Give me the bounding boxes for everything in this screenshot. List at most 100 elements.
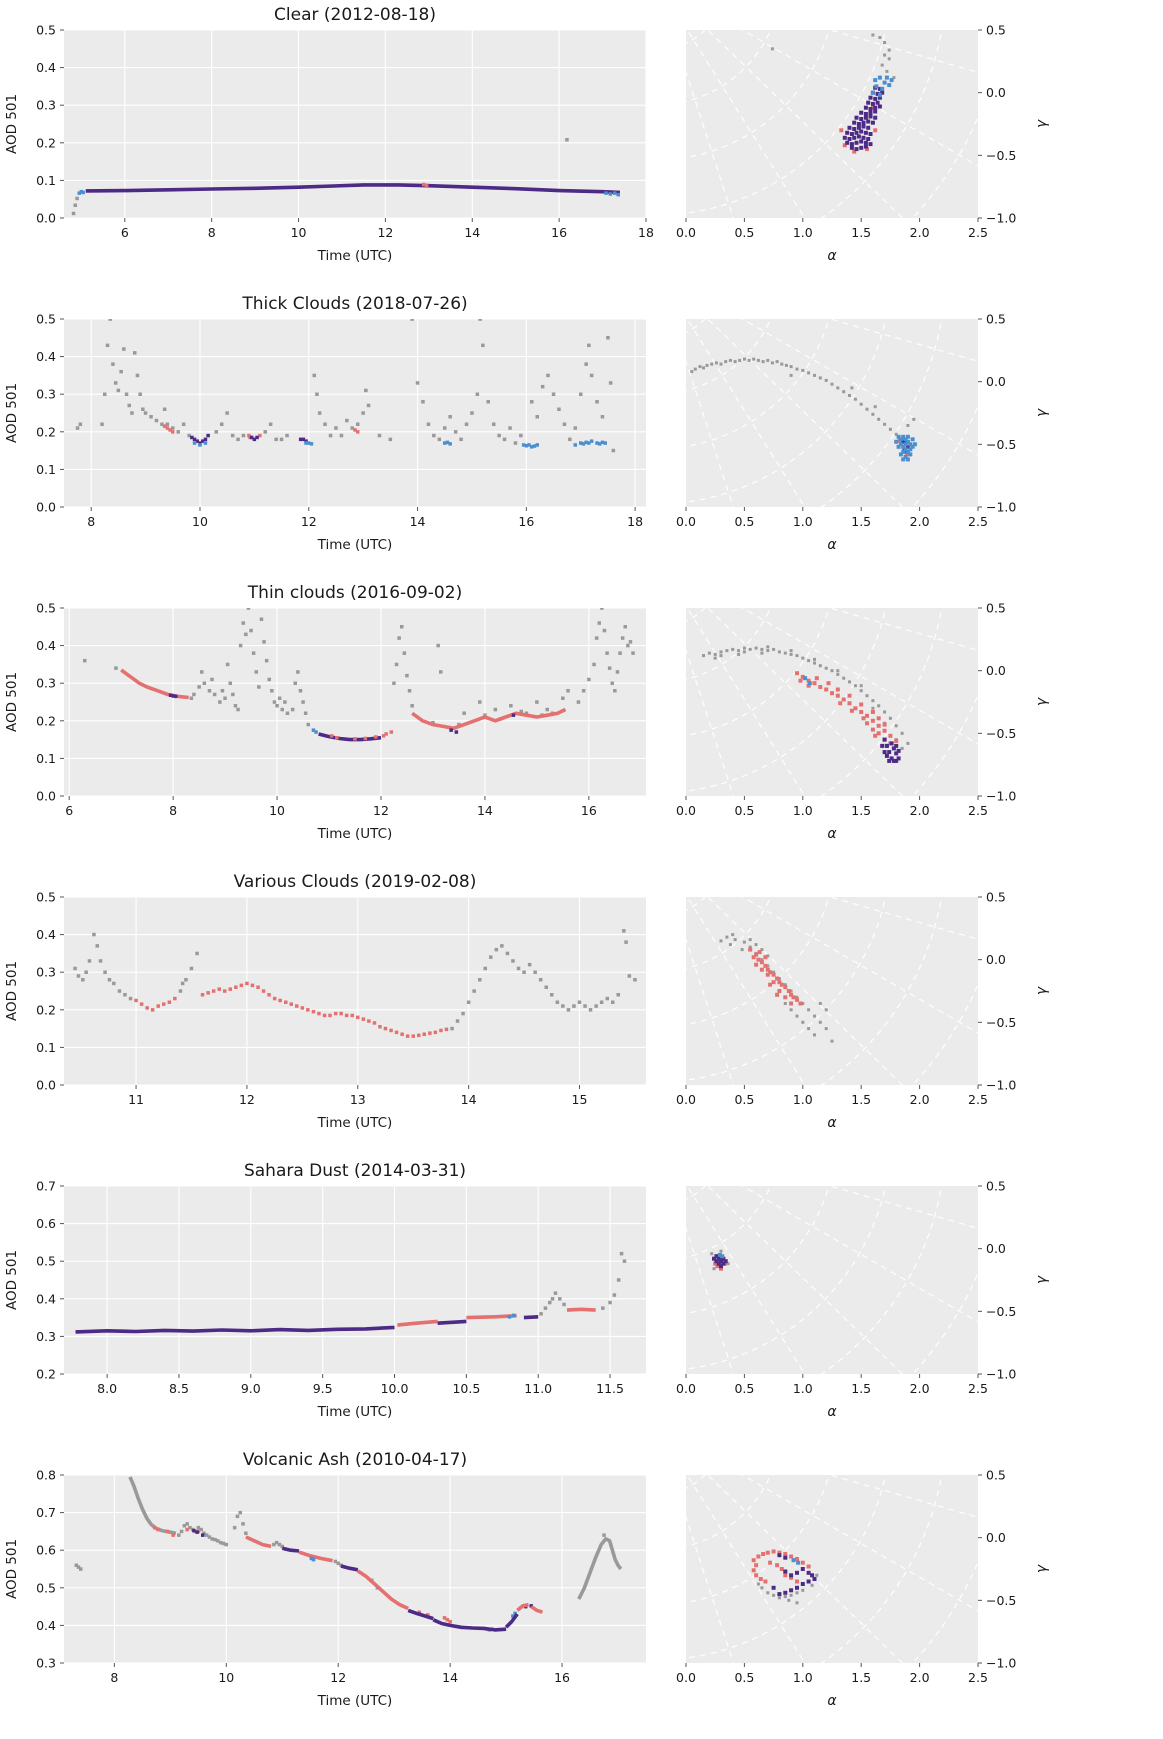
series-red-trace-b [411, 707, 567, 731]
chart-title: Sahara Dust (2014-03-31) [244, 1161, 466, 1181]
svg-text:10: 10 [269, 803, 285, 818]
series-blue-pts [507, 1313, 516, 1319]
chart-svg-2: Thick Clouds (2018-07-26)8 10 12 14 16 180.00… [4, 294, 1050, 553]
chart-row-5: Sahara Dust (2014-03-31) 8.0 8.5 9.0 9.5 10.0… [0, 1156, 1163, 1445]
series-gray-bump [539, 1291, 566, 1316]
svg-text:0.5: 0.5 [36, 890, 56, 905]
x-axis-label: Time (UTC) [317, 248, 393, 264]
series-red-seg-3 [566, 1307, 596, 1312]
series-purple-seg-2 [340, 1564, 359, 1572]
svg-text:2.5: 2.5 [968, 1670, 988, 1685]
svg-text:0.5: 0.5 [986, 1179, 1006, 1194]
svg-text:1.5: 1.5 [851, 1670, 871, 1685]
series-cloud-flagged [75, 319, 616, 453]
right-plot-area [686, 608, 978, 796]
svg-text:0.0: 0.0 [676, 803, 696, 818]
series-red-low-pts [329, 730, 394, 741]
series-purple-loop [771, 1553, 817, 1597]
gamma-axis-label: γ [1034, 1564, 1050, 1573]
right-axis-ticks: 0.0 0.5 1.0 1.5 2.0 2.5 0.5 0.0 −0.5 −1.0 [676, 1468, 1016, 1686]
chart-svg-4: Various Clouds (2019-02-08) 11 12 13 14 15 0.0… [4, 872, 1050, 1131]
series-red-seg-3 [356, 1569, 409, 1611]
series-red-seg-4 [516, 1602, 529, 1612]
left-series [75, 319, 616, 453]
series-gray-pts [770, 33, 896, 80]
left-gridlines [64, 1475, 646, 1663]
svg-text:1.0: 1.0 [793, 225, 813, 240]
svg-text:0.1: 0.1 [36, 751, 56, 766]
svg-text:0.3: 0.3 [36, 676, 56, 691]
svg-text:0.0: 0.0 [676, 1092, 696, 1107]
alpha-axis-label: α [827, 1404, 837, 1420]
y-axis-label: AOD 501 [4, 1250, 20, 1310]
left-axis-ticks: 8 10 12 14 16 0.3 0.4 0.5 0.6 0.7 0.8 [36, 1468, 570, 1686]
series-cloud-flagged [73, 929, 637, 1031]
right-plot-area [686, 897, 978, 1085]
svg-text:2.5: 2.5 [968, 1381, 988, 1396]
gamma-axis-label: γ [1034, 1275, 1050, 1284]
alpha-axis-label: α [827, 248, 837, 264]
right-plot-area [686, 1475, 978, 1663]
svg-text:14: 14 [410, 514, 426, 529]
svg-text:2.0: 2.0 [910, 1670, 930, 1685]
right-series [719, 933, 834, 1043]
x-axis-label: Time (UTC) [317, 537, 393, 553]
svg-text:0.8: 0.8 [36, 1468, 56, 1483]
svg-text:8.0: 8.0 [97, 1381, 117, 1396]
svg-text:14: 14 [461, 1092, 477, 1107]
svg-text:1.0: 1.0 [793, 803, 813, 818]
svg-text:−1.0: −1.0 [986, 211, 1016, 226]
series-red-seg-2 [298, 1550, 333, 1563]
chart-svg-5: Sahara Dust (2014-03-31) 8.0 8.5 9.0 9.5 10.0… [4, 1161, 1050, 1420]
svg-text:11.5: 11.5 [596, 1381, 624, 1396]
svg-text:0.5: 0.5 [986, 890, 1006, 905]
right-axis-ticks: 0.0 0.5 1.0 1.5 2.0 2.5 0.5 0.0 −0.5 −1.0 [676, 890, 1016, 1108]
right-axis-ticks: 0.0 0.5 1.0 1.5 2.0 2.5 0.5 0.0 −0.5 −1.0 [676, 23, 1016, 241]
series-mixed [421, 182, 429, 187]
svg-text:6: 6 [121, 225, 129, 240]
series-purple-seg-1 [281, 1546, 300, 1553]
series-purple-trace [75, 1325, 395, 1334]
series-cloud-flagged [71, 138, 569, 216]
svg-text:0.1: 0.1 [36, 462, 56, 477]
svg-text:8: 8 [169, 803, 177, 818]
right-plot-area [686, 1186, 978, 1374]
svg-text:0.0: 0.0 [36, 789, 56, 804]
svg-text:0.7: 0.7 [36, 1505, 56, 1520]
series-red-loop [751, 1549, 811, 1584]
svg-text:0.4: 0.4 [36, 349, 56, 364]
svg-text:0.4: 0.4 [36, 638, 56, 653]
series-blue-pts [791, 1558, 801, 1565]
svg-text:12: 12 [301, 514, 317, 529]
svg-text:0.3: 0.3 [36, 1329, 56, 1344]
series-blue-pts [717, 1252, 725, 1259]
svg-text:1.5: 1.5 [851, 803, 871, 818]
svg-text:0.7: 0.7 [36, 1179, 56, 1194]
right-series [710, 1249, 730, 1271]
series-blue-pts [309, 1556, 517, 1618]
chart-title: Thick Clouds (2018-07-26) [241, 294, 467, 314]
svg-text:2.5: 2.5 [968, 225, 988, 240]
svg-text:16: 16 [518, 514, 534, 529]
svg-text:0.5: 0.5 [734, 803, 754, 818]
svg-text:2.5: 2.5 [968, 514, 988, 529]
svg-text:0.5: 0.5 [36, 1254, 56, 1269]
right-series [770, 33, 896, 154]
svg-text:14: 14 [477, 803, 493, 818]
alpha-axis-label: α [827, 1115, 837, 1131]
svg-text:8: 8 [87, 514, 95, 529]
svg-text:0.0: 0.0 [676, 1670, 696, 1685]
chart-row-6: Volcanic Ash (2010-04-17) 8 10 12 14 16 0.3 0.4… [0, 1445, 1163, 1734]
svg-text:12: 12 [377, 225, 393, 240]
svg-text:−1.0: −1.0 [986, 500, 1016, 515]
right-axis-ticks: 0.0 0.5 1.0 1.5 2.0 2.5 0.5 0.0 −0.5 −1.0 [676, 1179, 1016, 1397]
svg-text:11: 11 [128, 1092, 144, 1107]
svg-text:0.5: 0.5 [36, 23, 56, 38]
chart-svg-6: Volcanic Ash (2010-04-17) 8 10 12 14 16 0.3 0.4… [4, 1450, 1050, 1709]
svg-text:0.5: 0.5 [734, 1381, 754, 1396]
left-series [73, 929, 637, 1038]
svg-text:0.0: 0.0 [36, 1078, 56, 1093]
svg-text:16: 16 [581, 803, 597, 818]
left-series [75, 1251, 627, 1334]
